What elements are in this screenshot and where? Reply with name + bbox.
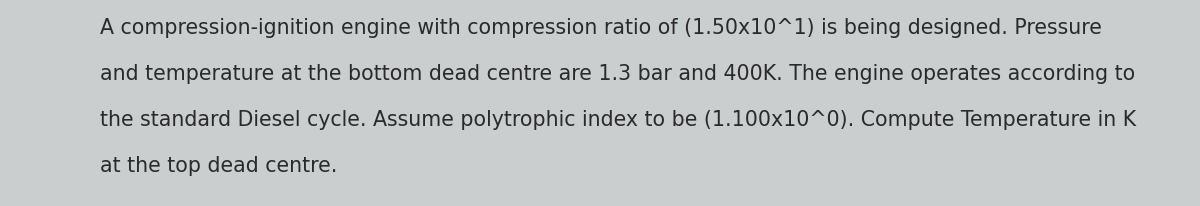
Text: at the top dead centre.: at the top dead centre. [100,155,337,175]
Text: A compression-ignition engine with compression ratio of (1.50x10^1) is being des: A compression-ignition engine with compr… [100,18,1102,38]
Text: the standard Diesel cycle. Assume polytrophic index to be (1.100x10^0). Compute : the standard Diesel cycle. Assume polytr… [100,109,1136,129]
Text: and temperature at the bottom dead centre are 1.3 bar and 400K. The engine opera: and temperature at the bottom dead centr… [100,64,1135,84]
